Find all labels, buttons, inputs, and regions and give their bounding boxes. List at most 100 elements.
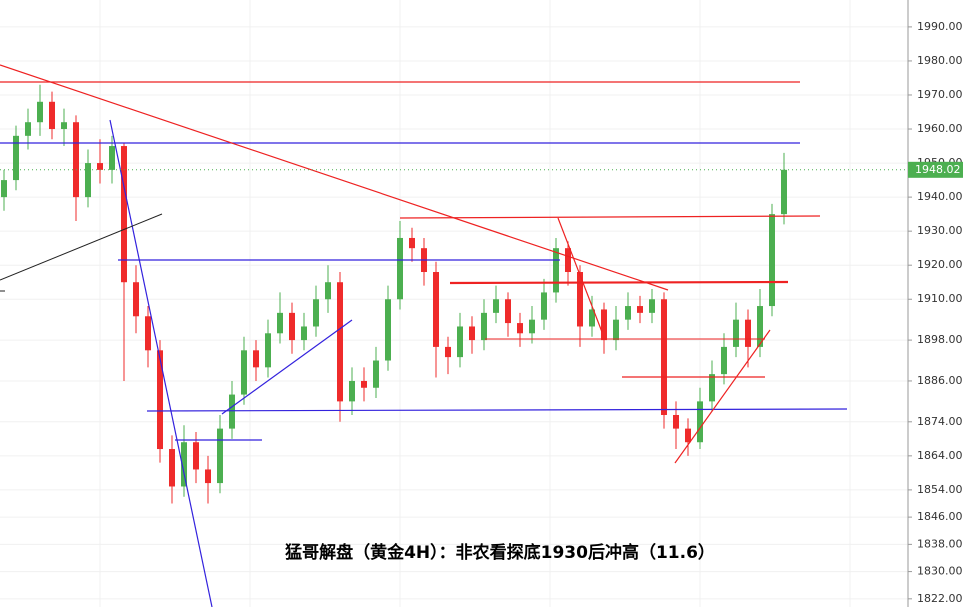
y-tick-label: 1940.00 bbox=[917, 190, 963, 203]
candle-body bbox=[637, 306, 643, 313]
candle-body bbox=[289, 312, 295, 341]
candle-body bbox=[745, 319, 751, 347]
candle-body bbox=[217, 428, 223, 484]
candle-body bbox=[565, 248, 571, 273]
candle-body bbox=[613, 319, 619, 341]
trend-line bbox=[674, 329, 771, 464]
y-tick-label: 1822.00 bbox=[917, 592, 963, 605]
candle-body bbox=[481, 312, 487, 341]
y-tick-label: 1930.00 bbox=[917, 224, 963, 237]
candle-body bbox=[229, 394, 235, 429]
candle-body bbox=[121, 146, 127, 283]
y-tick-label: 1838.00 bbox=[917, 537, 963, 550]
candle-body bbox=[313, 299, 319, 327]
y-tick-label: 1864.00 bbox=[917, 449, 963, 462]
trend-line bbox=[221, 319, 353, 415]
candle-body bbox=[409, 237, 415, 249]
candle-body bbox=[721, 346, 727, 375]
candle-body bbox=[505, 299, 511, 324]
candle-body bbox=[733, 319, 739, 347]
candle-body bbox=[769, 214, 775, 307]
drawings bbox=[0, 64, 848, 607]
y-tick-label: 1910.00 bbox=[917, 292, 963, 305]
y-tick-label: 1898.00 bbox=[917, 333, 963, 346]
candle-body bbox=[61, 122, 67, 130]
last-price-label: 1948.02 bbox=[915, 163, 961, 176]
candle-body bbox=[517, 323, 523, 334]
candles bbox=[1, 84, 787, 504]
candle-body bbox=[157, 350, 163, 450]
y-tick-label: 1980.00 bbox=[917, 54, 963, 67]
candle-body bbox=[277, 312, 283, 334]
candle-body bbox=[685, 428, 691, 443]
candle-body bbox=[241, 350, 247, 395]
axis-labels: 1822.00 1830.00 1838.00 1846.00 1854.00 1864.… bbox=[908, 20, 963, 605]
candle-body bbox=[193, 442, 199, 470]
level-line bbox=[399, 215, 821, 219]
candle-body bbox=[433, 272, 439, 347]
candle-body bbox=[541, 292, 547, 320]
candle-body bbox=[457, 326, 463, 358]
candle-body bbox=[85, 163, 91, 198]
candle-body bbox=[625, 306, 631, 320]
candle-body bbox=[49, 101, 55, 130]
candle-body bbox=[553, 248, 559, 293]
chart-title: 猛哥解盘（黄金4H）：非农看探底1930后冲高（11.6） bbox=[284, 542, 715, 563]
candle-body bbox=[373, 360, 379, 388]
candle-body bbox=[493, 299, 499, 313]
trend-line bbox=[0, 213, 163, 281]
candle-body bbox=[205, 469, 211, 484]
candle-body bbox=[673, 414, 679, 429]
candle-body bbox=[661, 299, 667, 415]
candle-body bbox=[73, 122, 79, 198]
y-tick-label: 1854.00 bbox=[917, 483, 963, 496]
candle-body bbox=[589, 309, 595, 327]
candle-body bbox=[145, 316, 151, 351]
y-tick-label: 1846.00 bbox=[917, 510, 963, 523]
candle-body bbox=[25, 122, 31, 136]
candle-body bbox=[133, 282, 139, 317]
candle-body bbox=[361, 380, 367, 388]
y-tick-label: 1920.00 bbox=[917, 258, 963, 271]
candle-body bbox=[301, 326, 307, 341]
y-tick-label: 1990.00 bbox=[917, 20, 963, 33]
candle-body bbox=[601, 309, 607, 341]
candle-body bbox=[781, 169, 787, 215]
trend-line bbox=[0, 64, 669, 291]
candle-body bbox=[265, 333, 271, 368]
y-tick-label: 1886.00 bbox=[917, 374, 963, 387]
candle-body bbox=[397, 237, 403, 300]
candle-body bbox=[757, 306, 763, 347]
candle-body bbox=[577, 272, 583, 327]
candle-body bbox=[169, 449, 175, 487]
candle-body bbox=[37, 101, 43, 123]
support-line bbox=[146, 408, 848, 412]
candle-body bbox=[445, 346, 451, 358]
candle-body bbox=[385, 299, 391, 361]
candle-body bbox=[337, 282, 343, 402]
candle-body bbox=[649, 299, 655, 313]
candle-body bbox=[469, 326, 475, 341]
grid bbox=[0, 0, 908, 607]
candle-body bbox=[97, 163, 103, 170]
y-tick-label: 1830.00 bbox=[917, 565, 963, 578]
candle-body bbox=[697, 401, 703, 443]
candle-body bbox=[349, 380, 355, 402]
trend-line bbox=[109, 119, 213, 607]
candle-body bbox=[325, 282, 331, 300]
candle-body bbox=[181, 442, 187, 487]
candle-body bbox=[529, 319, 535, 334]
level-line bbox=[449, 280, 789, 285]
candle-body bbox=[709, 374, 715, 402]
candle-body bbox=[253, 350, 259, 368]
trend-line bbox=[557, 217, 603, 333]
y-tick-label: 1874.00 bbox=[917, 415, 963, 428]
candle-body bbox=[109, 146, 115, 170]
last-price-box bbox=[908, 161, 963, 178]
y-tick-label: 1970.00 bbox=[917, 88, 963, 101]
candle-body bbox=[13, 135, 19, 181]
y-tick-label: 1960.00 bbox=[917, 122, 963, 135]
candle-body bbox=[1, 180, 7, 198]
